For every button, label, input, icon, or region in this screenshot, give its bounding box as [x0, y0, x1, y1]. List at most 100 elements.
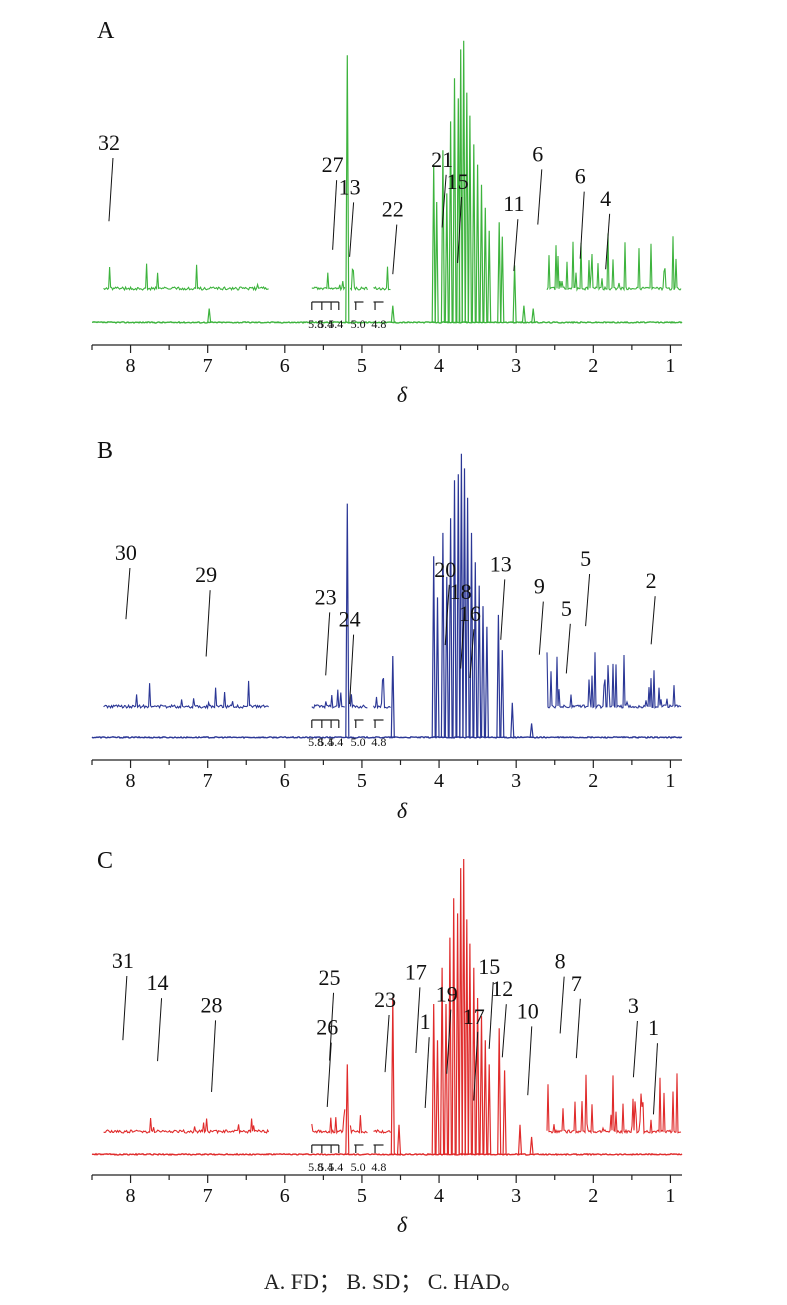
- peak-label: 13: [339, 174, 361, 199]
- spectrum-peak: [462, 468, 467, 739]
- peak-label: 22: [382, 197, 404, 222]
- spectrum-peak: [448, 121, 453, 324]
- spectrum-peak: [473, 562, 478, 739]
- spectrum-peak: [467, 115, 472, 324]
- x-tick-label: 6: [280, 770, 290, 792]
- x-axis-label: δ: [397, 382, 408, 407]
- inset-tick-label: 5.4: [328, 317, 343, 331]
- peak-label: 18: [450, 579, 472, 604]
- inset-anomeric: [349, 1115, 368, 1135]
- spectrum-peak: [500, 650, 505, 739]
- x-tick-label: 8: [126, 355, 136, 377]
- peak-leader: [585, 573, 591, 627]
- peak-leader: [605, 213, 611, 270]
- spectrum-peak: [461, 40, 466, 324]
- peak-leader: [125, 567, 131, 620]
- peak-leader: [325, 612, 331, 676]
- spectrum-peak: [396, 1124, 402, 1156]
- peak-leader: [527, 1026, 533, 1096]
- spectrum-peak: [345, 503, 350, 739]
- spectrum-peak: [452, 78, 457, 324]
- spectrum-peak: [440, 150, 445, 324]
- peak-label: 19: [436, 982, 458, 1007]
- spectrum-peak: [510, 702, 515, 739]
- peak-label: 2: [646, 568, 657, 593]
- inset-tick-label: 5.0: [351, 1160, 366, 1174]
- peak-label: 10: [517, 998, 539, 1023]
- x-tick-label: 2: [588, 1185, 598, 1207]
- figure-caption: A. FD； B. SD； C. HAD。: [263, 1269, 524, 1294]
- spectrum-peak: [471, 144, 476, 324]
- peak-leader: [457, 196, 463, 264]
- spectrum-peak: [440, 967, 445, 1156]
- peak-label: 23: [315, 584, 337, 609]
- spectrum-peak: [465, 497, 470, 739]
- inset-tick-label: 5.8: [308, 317, 323, 331]
- spectrum-peak: [464, 919, 469, 1156]
- peak-leader: [329, 992, 335, 1061]
- x-tick-label: 6: [280, 1185, 290, 1207]
- peak-leader: [473, 1031, 479, 1101]
- peak-leader: [122, 975, 128, 1041]
- x-tick-label: 1: [665, 770, 675, 792]
- spectrum-peak: [434, 201, 439, 324]
- peak-label: 15: [447, 169, 469, 194]
- peak-leader: [441, 174, 447, 228]
- inset-tick-label: 5.0: [351, 735, 366, 749]
- spectrum-peak: [483, 1040, 488, 1156]
- peak-leader: [575, 998, 581, 1059]
- spectrum-peak: [480, 606, 486, 739]
- spectrum-peak: [435, 1040, 440, 1156]
- inset-tick-label: 5.4: [318, 735, 333, 749]
- peak-leader: [108, 157, 114, 222]
- x-tick-label: 6: [280, 355, 290, 377]
- peak-label: 30: [115, 540, 137, 565]
- x-axis-label: δ: [397, 1212, 408, 1237]
- spectrum-peak: [443, 1003, 449, 1156]
- x-tick-label: 3: [511, 770, 521, 792]
- spectrum-peak: [431, 164, 436, 324]
- x-tick-label: 4: [434, 1185, 444, 1207]
- x-tick-label: 7: [203, 770, 213, 792]
- spectrum-peak: [517, 1124, 523, 1156]
- spectrum-peak: [479, 1016, 484, 1156]
- spectrum-peak: [475, 164, 480, 324]
- peak-label: 31: [112, 948, 134, 973]
- peak-leader: [446, 1009, 452, 1074]
- inset-anomeric: [373, 677, 391, 710]
- inset-tick-label: 4.8: [371, 317, 386, 331]
- peak-leader: [332, 180, 338, 250]
- inset-aromatic: [103, 263, 269, 292]
- peak-label: 1: [648, 1015, 659, 1040]
- peak-label: 5: [561, 596, 572, 621]
- x-tick-label: 7: [203, 1185, 213, 1207]
- inset-tick-label: 5.8: [308, 735, 323, 749]
- spectrum-baseline: [91, 735, 683, 739]
- peak-label: 32: [98, 130, 120, 155]
- peak-leader: [326, 1042, 332, 1107]
- inset-tick-label: 4.8: [371, 1160, 386, 1174]
- inset-tick-label: 5.0: [351, 317, 366, 331]
- inset-tick-label: 5.4: [328, 1160, 343, 1174]
- spectrum-baseline: [91, 1152, 683, 1157]
- peak-leader: [488, 981, 494, 1049]
- spectrum-baseline: [92, 320, 683, 325]
- x-tick-label: 3: [511, 1185, 521, 1207]
- peak-label: 17: [463, 1004, 485, 1029]
- inset-aromatic: [103, 1118, 270, 1135]
- peak-leader: [537, 169, 543, 225]
- spectrum-peak: [390, 655, 395, 739]
- peak-label: 9: [534, 574, 545, 599]
- spectrum-peak: [440, 532, 445, 739]
- x-tick-label: 7: [203, 355, 213, 377]
- spectrum-peak: [451, 898, 456, 1156]
- peak-label: 6: [532, 141, 543, 166]
- inset-anomeric: [311, 272, 346, 292]
- spectrum-peak: [461, 858, 466, 1156]
- peak-leader: [349, 202, 355, 257]
- x-tick-label: 2: [588, 355, 598, 377]
- inset-anomeric: [349, 694, 368, 709]
- peak-label: 25: [319, 965, 341, 990]
- peak-label: 20: [434, 557, 456, 582]
- peak-leader: [501, 1004, 507, 1058]
